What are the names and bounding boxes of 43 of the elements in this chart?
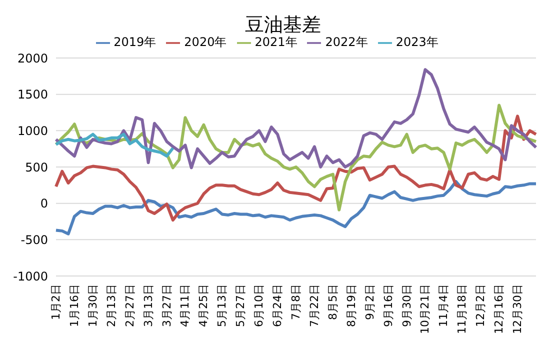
line-series: [54, 68, 538, 170]
x-tick-label: 11月4日: [437, 284, 450, 327]
y-tick-label: 0: [40, 196, 48, 211]
x-tick-label: 4月25日: [197, 284, 210, 327]
line-series: [54, 132, 174, 158]
x-tick-label: 7月8日: [290, 284, 302, 320]
line-series: [54, 114, 538, 222]
x-tick-label: 9月16日: [382, 284, 395, 327]
legend-label: 2023年: [396, 35, 438, 49]
x-tick-label: 11月18日: [456, 284, 469, 334]
x-tick-label: 10月21日: [418, 284, 432, 334]
x-tick-label: 2月27日: [123, 284, 136, 327]
x-tick-label: 12月30日: [511, 284, 524, 334]
x-tick-label: 4月11日: [178, 284, 192, 327]
x-tick-label: 1月16日: [68, 284, 81, 327]
line-series: [54, 180, 538, 236]
y-tick-label: 1000: [17, 124, 48, 138]
y-tick-label: -500: [20, 232, 48, 247]
x-tick-label: 1月2日: [50, 284, 62, 320]
x-tick-label: 9月30日: [400, 284, 414, 327]
y-tick-label: 1500: [17, 88, 48, 102]
x-tick-label: 8月19日: [344, 284, 358, 327]
x-tick-label: 3月27日: [160, 284, 174, 327]
x-tick-label: 5月27日: [234, 284, 248, 327]
y-tick-label: 2000: [17, 51, 48, 66]
x-tick-label: 6月24日: [271, 284, 284, 327]
legend-label: 2020年: [184, 35, 227, 49]
x-tick-label: 12月2日: [474, 284, 488, 327]
y-tick-label: 500: [25, 160, 48, 174]
x-tick-label: 8月5日: [326, 284, 340, 320]
legend-label: 2022年: [325, 35, 368, 49]
x-tick-label: 5月13日: [216, 284, 229, 327]
x-tick-label: 6月10日: [252, 284, 266, 327]
x-tick-label: 7月22日: [308, 284, 321, 327]
x-tick-label: 12月16日: [492, 284, 506, 334]
legend-label: 2021年: [254, 35, 298, 49]
y-tick-label: -1000: [13, 269, 48, 284]
x-tick-label: 9月2日: [363, 284, 376, 320]
x-tick-label: 1月30日: [86, 284, 100, 327]
x-tick-label: 3月13日: [142, 284, 155, 327]
x-tick-label: 2月13日: [104, 284, 118, 327]
chart-title: 豆油基差: [245, 14, 321, 36]
legend-label: 2019年: [114, 35, 156, 49]
